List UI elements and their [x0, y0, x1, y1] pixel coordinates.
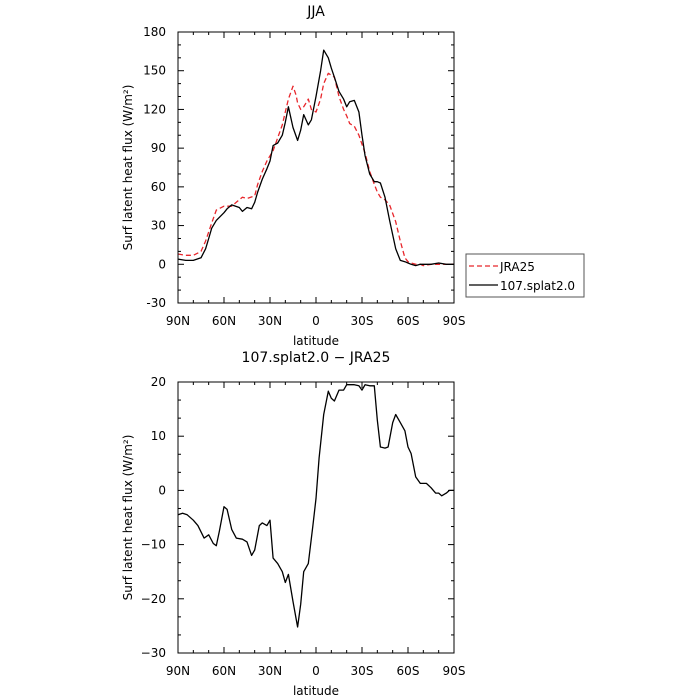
chart-jja-y-tick-label: 0	[158, 257, 166, 271]
legend-label-107-splat2: 107.splat2.0	[500, 279, 575, 293]
chart-jja-y-axis-label: Surf latent heat flux (W/m²)	[121, 85, 135, 251]
chart-jja-y-tick-label: 180	[143, 25, 166, 39]
chart-diff-x-tick-label: 30N	[258, 664, 282, 678]
chart-diff-y-tick-label: 20	[151, 375, 166, 389]
chart-diff-y-tick-label: 0	[158, 483, 166, 497]
chart-diff-x-axis-label: latitude	[293, 684, 339, 698]
chart-jja-y-tick-label: 30	[151, 219, 166, 233]
chart-jja-frame	[177, 31, 455, 304]
chart-jja-y-tick-label: 120	[143, 102, 166, 116]
chart-diff-x-tick-label: 90N	[166, 664, 190, 678]
chart-diff-x-tick-label: 90S	[443, 664, 466, 678]
chart-diff-y-tick-label: 10	[151, 429, 166, 443]
legend-frame	[465, 253, 585, 298]
chart-jja: JJA 90N 60N 30N 0 30S 60S 90S -30 0 30 60 90 120 150 1…	[121, 4, 585, 348]
chart-diff-y-tick-label: −30	[141, 646, 166, 660]
chart-jja-legend: JRA25 107.splat2.0	[465, 253, 585, 298]
chart-diff-frame	[177, 381, 455, 654]
chart-jja-x-tick-label: 0	[312, 314, 320, 328]
legend-label-jra25: JRA25	[499, 260, 535, 274]
chart-diff-series-line-1	[177, 384, 454, 628]
chart-diff-y-axis-label: Surf latent heat flux (W/m²)	[121, 435, 135, 601]
chart-jja-plot: 90N 60N 30N 0 30S 60S 90S -30 0 30 60 90 120 150 180	[143, 25, 465, 328]
chart-jja-x-tick-label: 30N	[258, 314, 282, 328]
chart-jja-x-axis-label: latitude	[293, 334, 339, 348]
chart-jja-x-tick-label: 60S	[397, 314, 420, 328]
chart-jja-title: JJA	[306, 4, 325, 20]
chart-diff-plot: 90N 60N 30N 0 30S 60S 90S −30 −20 −10 0 10 20	[141, 375, 466, 678]
chart-jja-y-tick-label: 60	[151, 180, 166, 194]
chart-diff-x-tick-label: 30S	[351, 664, 374, 678]
chart-jja-x-tick-label: 30S	[351, 314, 374, 328]
chart-diff: 107.splat2.0 − JRA25 90N 60N 30N 0 30S 60S 90S…	[121, 350, 465, 698]
chart-diff-y-tick-label: −20	[141, 592, 166, 606]
chart-jja-series-line-1	[177, 72, 454, 267]
chart-diff-y-tick-label: −10	[141, 538, 166, 552]
chart-diff-x-tick-label: 60S	[397, 664, 420, 678]
chart-diff-x-tick-label: 60N	[212, 664, 236, 678]
chart-jja-y-tick-label: 150	[143, 64, 166, 78]
chart-jja-y-tick-label: 90	[151, 141, 166, 155]
chart-jja-x-tick-label: 60N	[212, 314, 236, 328]
chart-jja-x-tick-label: 90S	[443, 314, 466, 328]
chart-jja-y-tick-label: -30	[146, 296, 166, 310]
chart-diff-title: 107.splat2.0 − JRA25	[242, 350, 391, 366]
chart-diff-x-tick-label: 0	[312, 664, 320, 678]
chart-jja-x-tick-label: 90N	[166, 314, 190, 328]
chart-jja-series-line-2	[177, 49, 454, 267]
